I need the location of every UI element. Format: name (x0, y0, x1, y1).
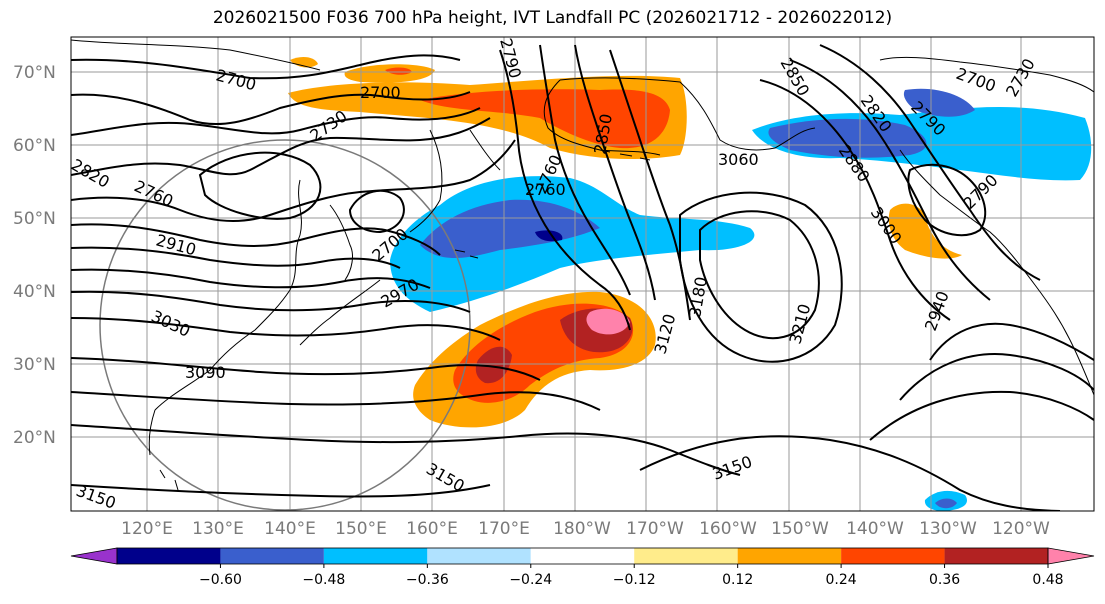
height-contours (71, 44, 1094, 511)
lon-label: 130°E (192, 519, 244, 539)
coast-kamchatka (409, 129, 501, 233)
shade-positive-pacific-darkred2 (475, 346, 512, 384)
colorbar-swatch (117, 548, 221, 564)
lon-label: 160°E (406, 519, 458, 539)
map-frame (70, 36, 1095, 512)
colorbar-swatch (323, 548, 428, 564)
shade-negative-gulf-core (768, 118, 927, 158)
lon-label: 130°W (919, 519, 977, 539)
coast-asia (71, 39, 381, 491)
lat-label: 40°N (13, 282, 56, 302)
colorbar-swatch (220, 548, 324, 564)
lat-label: 20°N (13, 428, 56, 448)
colorbar-tick-label: −0.48 (302, 572, 345, 588)
shade-positive-pnw (888, 203, 962, 259)
lon-label: 140°W (846, 519, 904, 539)
lat-label: 50°N (13, 209, 56, 229)
colorbar-tick-label: 0.24 (826, 572, 857, 588)
colorbar-swatch (737, 548, 842, 564)
colorbar-tick-label: −0.36 (406, 572, 449, 588)
lon-label: 180°W (553, 519, 611, 539)
latitude-labels: 70°N 60°N 50°N 40°N 30°N 20°N (13, 63, 56, 448)
colorbar-tick-label: −0.12 (613, 572, 656, 588)
lon-label: 140°E (264, 519, 316, 539)
lat-label: 70°N (13, 63, 56, 83)
shade-positive-small-core (385, 67, 412, 75)
colorbar-tick-label: −0.24 (509, 572, 552, 588)
shade-positive-small (344, 64, 435, 83)
lon-label: 120°W (992, 519, 1050, 539)
contour-label: 3090 (185, 363, 226, 382)
colorbar-tick-label: 0.12 (722, 572, 753, 588)
colorbar-swatch (427, 548, 531, 564)
colorbar-tick-label: 0.36 (929, 572, 960, 588)
colorbar-swatch (530, 548, 635, 564)
colorbar-tick-label: 0.48 (1032, 572, 1063, 588)
contour-label: 3060 (718, 150, 759, 169)
landfall-region-circle (99, 139, 471, 511)
coast-canada (879, 56, 1094, 396)
lon-label: 150°W (771, 519, 829, 539)
lon-label: 170°E (478, 519, 530, 539)
shade-negative-south-core (935, 498, 957, 509)
figure-title: 2026021500 F036 700 hPa height, IVT Land… (212, 8, 893, 28)
colorbar-extend-high (1047, 547, 1095, 565)
coast-alaska (543, 77, 816, 156)
lon-label: 150°E (335, 519, 387, 539)
shade-negative-nw-canada (903, 88, 975, 117)
colorbar-tick-label: −0.60 (199, 572, 242, 588)
lon-label: 120°E (121, 519, 173, 539)
colorbar-extend-low (70, 547, 118, 565)
colorbar-swatch (634, 548, 738, 564)
colorbar: −0.60 −0.48 −0.36 −0.24 −0.12 0.12 0.24 0.36 0.4… (70, 547, 1095, 588)
colorbar-frame (116, 547, 1049, 565)
shade-positive-pacific-pink (586, 308, 630, 335)
map-panel: 2700 2700 2730 2790 2850 2700 2730 2820 … (71, 37, 1094, 511)
colorbar-swatch (841, 548, 945, 564)
contour-label: 2700 (360, 83, 401, 102)
shade-negative-pacific-core (420, 199, 600, 259)
shade-positive-top (290, 56, 318, 68)
lat-label: 30°N (13, 355, 56, 375)
lon-label: 170°W (626, 519, 684, 539)
longitude-labels: 120°E 130°E 140°E 150°E 160°E 170°E 180°… (121, 519, 1050, 539)
lon-label: 160°W (699, 519, 757, 539)
lat-label: 60°N (13, 136, 56, 156)
colorbar-swatch (944, 548, 1048, 564)
shade-negative-pacific-darkest (535, 230, 563, 242)
contour-label: 2760 (525, 180, 566, 199)
